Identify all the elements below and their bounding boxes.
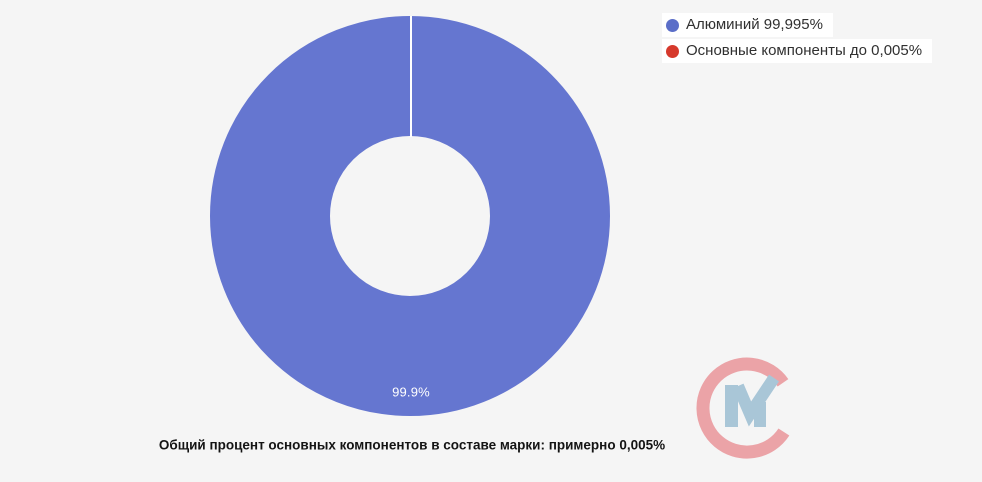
slice-data-label: 99.9% [392, 384, 430, 400]
donut-chart [210, 16, 610, 416]
chart-legend: Алюминий 99,995% Основные компоненты до … [662, 13, 933, 63]
legend-marker-aluminium-icon [666, 18, 679, 32]
legend-label-aluminium: Алюминий 99,995% [686, 16, 823, 33]
cm-logo-watermark [696, 357, 790, 459]
chart-caption: Общий процент основных компонентов в сос… [158, 437, 666, 453]
logo-c-letter-icon [696, 357, 790, 459]
logo-m-check-icon [725, 374, 779, 427]
legend-marker-components-icon [666, 44, 679, 58]
legend-label-components: Основные компоненты до 0,005% [686, 42, 923, 59]
legend-item-aluminium[interactable]: Алюминий 99,995% [662, 13, 833, 37]
legend-item-components[interactable]: Основные компоненты до 0,005% [662, 39, 933, 63]
